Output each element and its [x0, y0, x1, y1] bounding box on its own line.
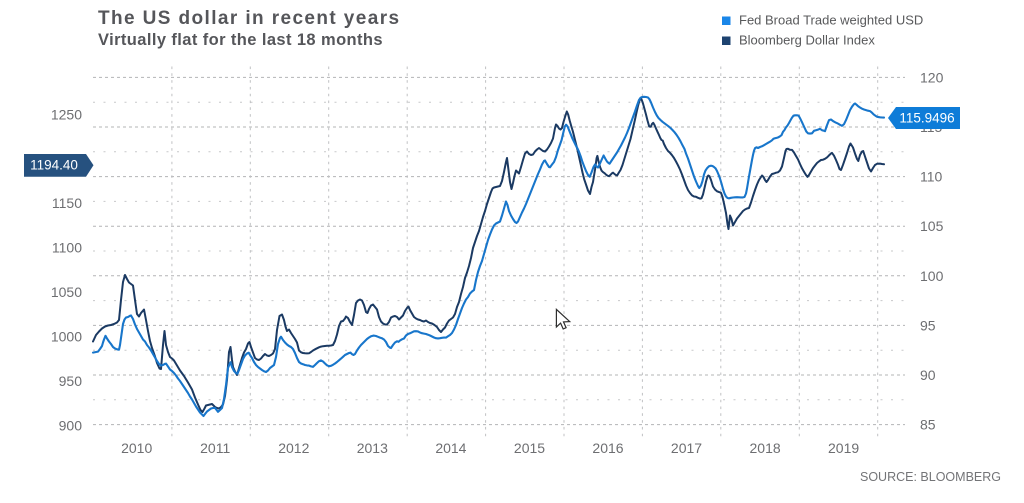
svg-text:85: 85: [920, 417, 936, 433]
svg-text:2019: 2019: [828, 440, 859, 456]
svg-text:1100: 1100: [52, 240, 82, 256]
svg-text:2016: 2016: [592, 440, 623, 456]
svg-text:115.9496: 115.9496: [899, 111, 954, 126]
svg-text:90: 90: [920, 367, 936, 383]
svg-text:1194.40: 1194.40: [30, 158, 78, 173]
svg-text:105: 105: [920, 218, 944, 234]
svg-text:1150: 1150: [52, 195, 82, 211]
svg-text:95: 95: [920, 317, 936, 333]
svg-text:2010: 2010: [121, 440, 152, 456]
svg-text:1250: 1250: [51, 106, 82, 122]
svg-text:100: 100: [920, 268, 944, 284]
svg-text:2014: 2014: [435, 440, 466, 456]
svg-text:1050: 1050: [51, 284, 82, 300]
svg-text:2011: 2011: [200, 440, 230, 456]
svg-text:2015: 2015: [514, 440, 545, 456]
svg-text:SOURCE: BLOOMBERG: SOURCE: BLOOMBERG: [860, 470, 1001, 484]
svg-text:Fed Broad Trade weighted USD: Fed Broad Trade weighted USD: [739, 13, 923, 28]
svg-text:1000: 1000: [51, 329, 82, 345]
svg-text:120: 120: [920, 69, 944, 85]
svg-text:2017: 2017: [671, 440, 702, 456]
svg-text:2013: 2013: [357, 440, 388, 456]
svg-text:Virtually flat for the last 18: Virtually flat for the last 18 months: [98, 31, 383, 49]
svg-text:2012: 2012: [278, 440, 309, 456]
svg-text:950: 950: [59, 373, 83, 389]
svg-text:2018: 2018: [750, 440, 781, 456]
svg-text:900: 900: [59, 418, 83, 434]
svg-text:Bloomberg Dollar Index: Bloomberg Dollar Index: [739, 33, 875, 48]
svg-text:The US dollar in recent years: The US dollar in recent years: [98, 8, 400, 29]
svg-text:110: 110: [920, 169, 943, 185]
